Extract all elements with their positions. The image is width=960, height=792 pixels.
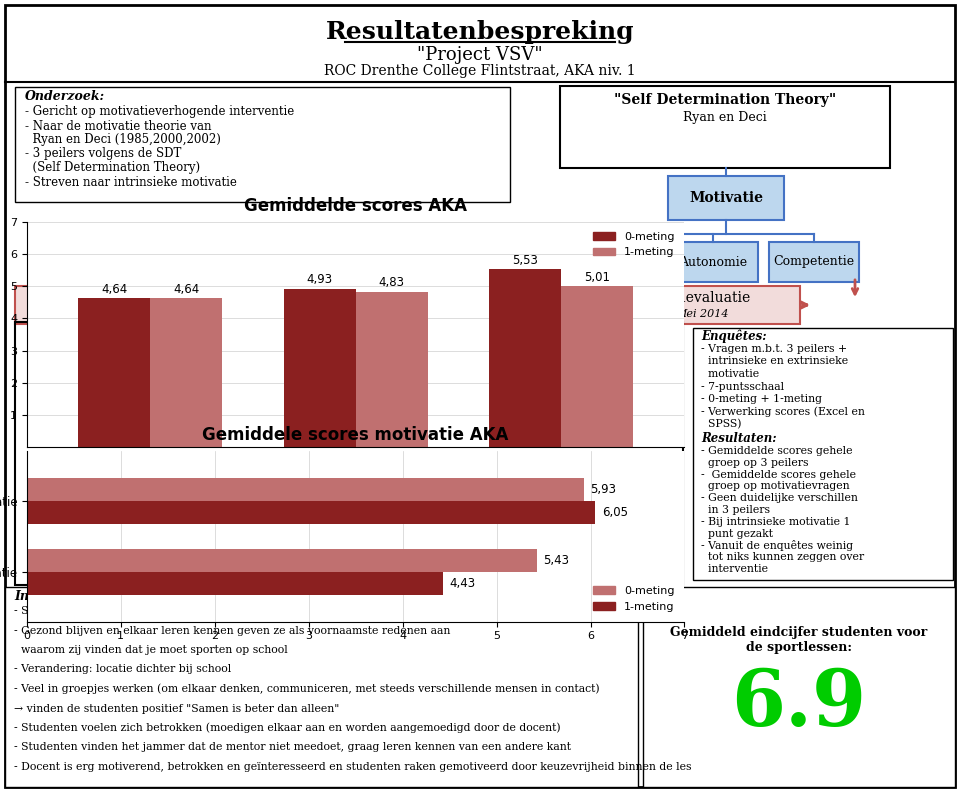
Text: 6,05: 6,05 [602, 506, 628, 519]
Text: - Streven naar intrinsieke motivatie: - Streven naar intrinsieke motivatie [25, 176, 237, 188]
Bar [562, 286, 633, 447]
Text: - Verwerking scores (Excel en: - Verwerking scores (Excel en [701, 406, 865, 417]
Bar [150, 298, 222, 447]
Text: 5,01: 5,01 [584, 271, 611, 284]
Bar [15, 286, 800, 324]
Text: Maart 2013: Maart 2013 [297, 309, 363, 319]
Legend: 0-meting, 1-meting: 0-meting, 1-meting [588, 227, 679, 262]
Text: Ryan en Deci: Ryan en Deci [684, 111, 767, 124]
Text: - 0-meting + 1-meting: - 0-meting + 1-meting [701, 394, 822, 404]
Bar [15, 322, 683, 585]
Text: waarom zij vinden dat je moet sporten op school: waarom zij vinden dat je moet sporten op… [14, 645, 288, 655]
Text: - 7-puntsschaal: - 7-puntsschaal [701, 382, 784, 391]
Text: 4,93: 4,93 [306, 273, 333, 286]
Text: - Verandering: locatie dichter bij school: - Verandering: locatie dichter bij schoo… [14, 664, 231, 675]
Text: "Self Determination Theory": "Self Determination Theory" [613, 93, 836, 107]
Text: - Naar de motivatie theorie van: - Naar de motivatie theorie van [25, 120, 211, 132]
Bar [560, 86, 890, 168]
Bar [27, 572, 444, 595]
Bar [355, 291, 427, 447]
Text: - Gericht op motivatieverhogende interventie: - Gericht op motivatieverhogende interve… [25, 105, 295, 119]
Text: Resultaten:: Resultaten: [701, 432, 777, 444]
Bar [668, 176, 784, 220]
Text: (Self Determination Theory): (Self Determination Theory) [25, 162, 200, 174]
Text: "Project VSV": "Project VSV" [418, 46, 542, 64]
Text: 6.9: 6.9 [732, 666, 867, 742]
Text: 5,53: 5,53 [513, 254, 539, 267]
Bar [284, 288, 355, 447]
Text: Ryan en Deci (1985,2000,2002): Ryan en Deci (1985,2000,2002) [25, 134, 221, 147]
Legend: 0-meting, 1-meting: 0-meting, 1-meting [588, 581, 679, 616]
Text: 1-meting: 1-meting [461, 291, 539, 305]
Text: Interviews:: Interviews: [14, 589, 92, 603]
Text: groep op 3 peilers: groep op 3 peilers [701, 458, 808, 468]
Text: - Studenten vinden het jammer dat de mentor niet meedoet, graag leren kennen van: - Studenten vinden het jammer dat de men… [14, 743, 571, 752]
Title: Gemiddelde scores AKA: Gemiddelde scores AKA [244, 196, 468, 215]
Text: 5,93: 5,93 [590, 483, 616, 497]
Text: Motivatie: Motivatie [689, 191, 763, 205]
Text: September 2013: September 2013 [110, 309, 204, 319]
Text: - Bij intrinsieke motivatie 1: - Bij intrinsieke motivatie 1 [701, 517, 851, 527]
Text: - Studenten voelen zich betrokken (moedigen elkaar aan en worden aangemoedigd do: - Studenten voelen zich betrokken (moedi… [14, 723, 561, 733]
Text: - Vanuit de enquêtes weinig: - Vanuit de enquêtes weinig [701, 540, 853, 551]
Bar [567, 242, 657, 282]
Text: Mei 2014: Mei 2014 [675, 309, 729, 319]
Bar [83, 288, 231, 322]
Text: punt gezakt: punt gezakt [701, 528, 773, 539]
Text: in 3 peilers: in 3 peilers [701, 505, 770, 515]
Text: Relatie: Relatie [589, 256, 635, 268]
Text: 4,64: 4,64 [173, 283, 200, 295]
Text: → vinden de studenten positief "Samen is beter dan alleen": → vinden de studenten positief "Samen is… [14, 703, 340, 714]
Text: SPSS): SPSS) [701, 419, 741, 429]
Text: interventie: interventie [701, 564, 768, 574]
Text: - Geen duidelijke verschillen: - Geen duidelijke verschillen [701, 493, 858, 503]
Text: intrinsieke en extrinsieke: intrinsieke en extrinsieke [701, 356, 848, 367]
Bar [27, 501, 595, 524]
Text: 5,43: 5,43 [543, 554, 569, 567]
Text: Enquêtes:: Enquêtes: [701, 329, 767, 343]
Text: - 3 peilers volgens de SDT: - 3 peilers volgens de SDT [25, 147, 181, 161]
Bar [490, 269, 562, 447]
Bar [693, 328, 953, 580]
Text: 4,64: 4,64 [101, 283, 128, 295]
Text: motivatie: motivatie [701, 369, 759, 379]
Text: Resultatenbespreking: Resultatenbespreking [325, 20, 635, 44]
Text: - Docent is erg motiverend, betrokken en geïnteresseerd en studenten raken gemot: - Docent is erg motiverend, betrokken en… [14, 762, 691, 772]
Text: - Gemiddelde scores gehele: - Gemiddelde scores gehele [701, 446, 852, 456]
Text: Gemiddeld eindcijfer studenten voor
de sportlessen:: Gemiddeld eindcijfer studenten voor de s… [670, 626, 927, 654]
Text: 4,43: 4,43 [449, 577, 476, 590]
Text: tot niks kunnen zeggen over: tot niks kunnen zeggen over [701, 552, 864, 562]
Bar [769, 242, 859, 282]
Text: Autonomie: Autonomie [679, 256, 747, 268]
Text: April 2014: April 2014 [470, 309, 530, 319]
Text: 0-meting: 0-meting [118, 291, 196, 305]
Text: Onderzoek:: Onderzoek: [25, 90, 106, 104]
Text: - Studenten hebben een positieve kijk op sporten op school: - Studenten hebben een positieve kijk op… [14, 606, 340, 616]
Text: Eindevaluatie: Eindevaluatie [654, 291, 751, 305]
Text: ROC Drenthe College Flintstraat, AKA niv. 1: ROC Drenthe College Flintstraat, AKA niv… [324, 64, 636, 78]
Text: - Veel in groepjes werken (om elkaar denken, communiceren, met steeds verschille: - Veel in groepjes werken (om elkaar den… [14, 683, 600, 695]
Bar [668, 242, 758, 282]
Bar [79, 298, 150, 447]
Text: groep op motivatievragen: groep op motivatievragen [701, 482, 850, 491]
Text: - Vragen m.b.t. 3 peilers +: - Vragen m.b.t. 3 peilers + [701, 344, 847, 354]
Title: Gemiddele scores motivatie AKA: Gemiddele scores motivatie AKA [203, 426, 509, 444]
Text: - Gezond blijven en elkaar leren kennen geven ze als voornaamste redenen aan: - Gezond blijven en elkaar leren kennen … [14, 626, 450, 635]
Text: Tussenevaluatie: Tussenevaluatie [273, 291, 387, 305]
Bar [643, 587, 955, 787]
Bar [27, 478, 584, 501]
Text: 4,83: 4,83 [378, 276, 405, 289]
Bar [426, 288, 574, 322]
Bar [27, 550, 537, 572]
Text: Competentie: Competentie [774, 256, 854, 268]
Bar [5, 587, 638, 787]
Text: -  Gemiddelde scores gehele: - Gemiddelde scores gehele [701, 470, 856, 480]
Bar [15, 87, 510, 202]
